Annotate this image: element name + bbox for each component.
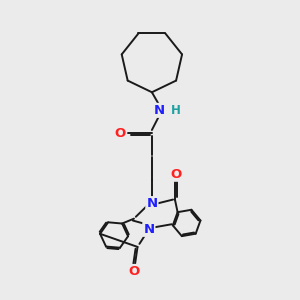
Text: O: O bbox=[128, 265, 140, 278]
Text: O: O bbox=[170, 168, 181, 181]
Text: N: N bbox=[143, 223, 155, 236]
Text: N: N bbox=[154, 104, 165, 117]
Text: H: H bbox=[171, 104, 181, 117]
Text: N: N bbox=[146, 197, 158, 210]
Text: O: O bbox=[114, 127, 125, 140]
